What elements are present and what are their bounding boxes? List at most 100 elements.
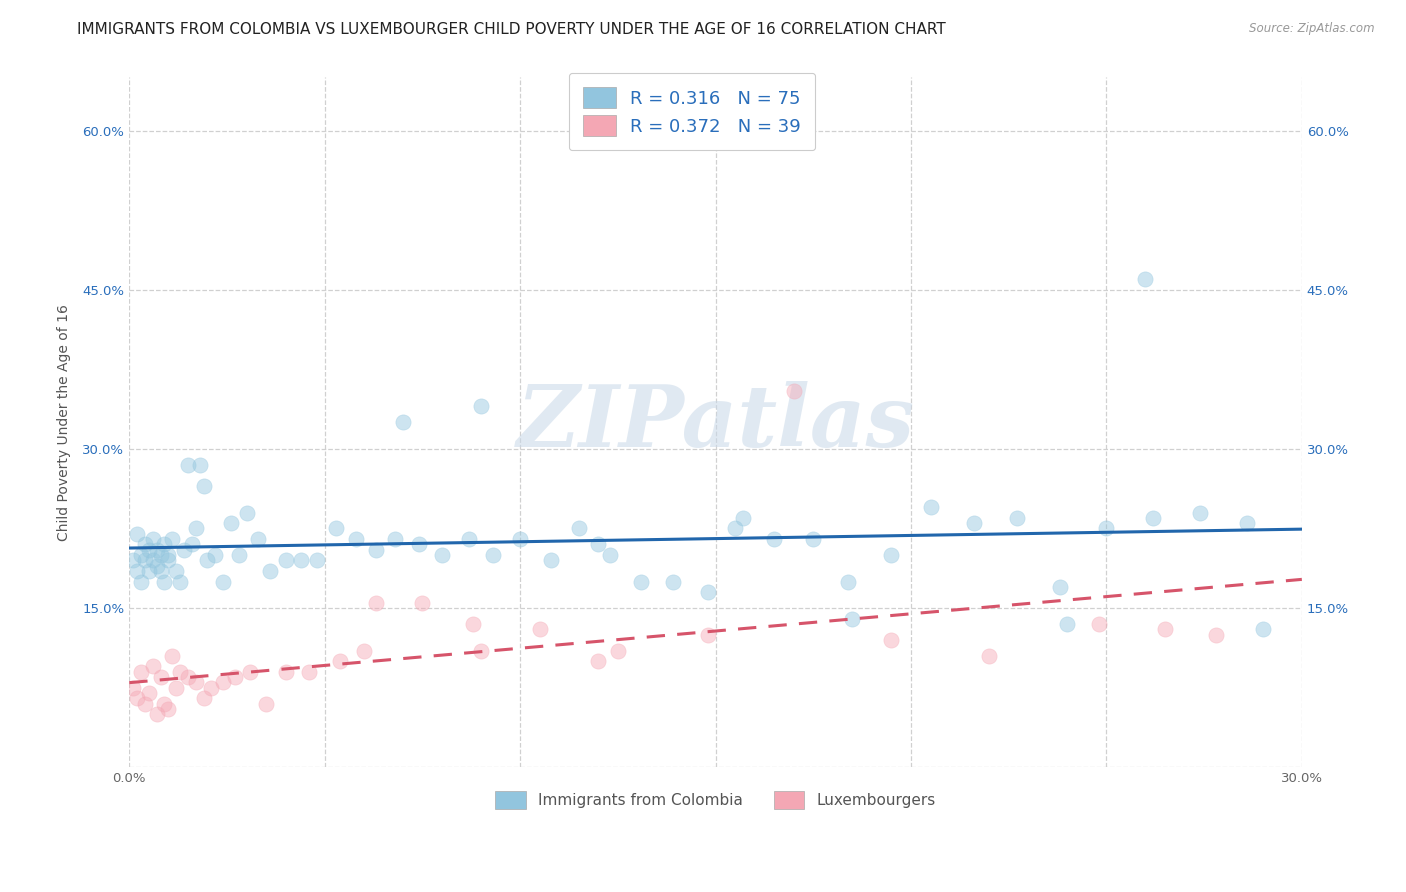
Point — [149, 564, 172, 578]
Point — [157, 702, 180, 716]
Point — [177, 458, 200, 472]
Point — [157, 548, 180, 562]
Point — [239, 665, 262, 679]
Point — [204, 548, 226, 562]
Point — [173, 542, 195, 557]
Point — [169, 574, 191, 589]
Point — [247, 532, 270, 546]
Point — [408, 537, 430, 551]
Point — [880, 548, 903, 562]
Point — [145, 707, 167, 722]
Point — [122, 553, 145, 567]
Point — [696, 627, 718, 641]
Point — [630, 574, 652, 589]
Text: Source: ZipAtlas.com: Source: ZipAtlas.com — [1250, 22, 1375, 36]
Point — [1135, 272, 1157, 286]
Point — [138, 542, 160, 557]
Point — [274, 665, 297, 679]
Point — [1056, 617, 1078, 632]
Point — [153, 537, 176, 551]
Point — [344, 532, 367, 546]
Point — [724, 521, 747, 535]
Point — [259, 564, 281, 578]
Point — [1251, 622, 1274, 636]
Point — [364, 542, 387, 557]
Point — [142, 659, 165, 673]
Point — [783, 384, 806, 398]
Point — [127, 691, 149, 706]
Point — [142, 532, 165, 546]
Point — [162, 532, 184, 546]
Point — [962, 516, 984, 531]
Point — [142, 553, 165, 567]
Point — [540, 553, 562, 567]
Point — [1005, 511, 1028, 525]
Point — [138, 564, 160, 578]
Point — [1049, 580, 1071, 594]
Point — [193, 691, 215, 706]
Y-axis label: Child Poverty Under the Age of 16: Child Poverty Under the Age of 16 — [58, 304, 72, 541]
Point — [329, 654, 352, 668]
Point — [353, 643, 375, 657]
Point — [290, 553, 312, 567]
Point — [568, 521, 591, 535]
Point — [145, 542, 167, 557]
Point — [127, 526, 149, 541]
Point — [325, 521, 347, 535]
Point — [122, 681, 145, 695]
Point — [1189, 506, 1212, 520]
Point — [364, 596, 387, 610]
Point — [458, 532, 481, 546]
Point — [529, 622, 551, 636]
Point — [188, 458, 211, 472]
Point — [149, 548, 172, 562]
Point — [127, 564, 149, 578]
Point — [599, 548, 621, 562]
Point — [129, 665, 152, 679]
Point — [212, 675, 235, 690]
Point — [1095, 521, 1118, 535]
Point — [588, 654, 610, 668]
Point — [254, 697, 277, 711]
Point — [235, 506, 257, 520]
Point — [165, 564, 187, 578]
Point — [149, 670, 172, 684]
Point — [212, 574, 235, 589]
Point — [134, 697, 156, 711]
Point — [801, 532, 824, 546]
Point — [392, 415, 415, 429]
Point — [134, 537, 156, 551]
Point — [138, 686, 160, 700]
Point — [837, 574, 859, 589]
Point — [134, 553, 156, 567]
Point — [430, 548, 453, 562]
Point — [165, 681, 187, 695]
Point — [129, 548, 152, 562]
Point — [920, 500, 942, 515]
Point — [463, 617, 485, 632]
Point — [180, 537, 202, 551]
Point — [979, 648, 1001, 663]
Point — [169, 665, 191, 679]
Point — [696, 585, 718, 599]
Point — [162, 648, 184, 663]
Point — [184, 521, 207, 535]
Point — [193, 479, 215, 493]
Point — [1087, 617, 1109, 632]
Point — [880, 632, 903, 647]
Point — [411, 596, 433, 610]
Point — [177, 670, 200, 684]
Point — [731, 511, 754, 525]
Point — [763, 532, 786, 546]
Point — [129, 574, 152, 589]
Point — [1205, 627, 1227, 641]
Point — [1142, 511, 1164, 525]
Text: ZIPatlas: ZIPatlas — [516, 381, 915, 464]
Point — [145, 558, 167, 573]
Point — [509, 532, 531, 546]
Point — [661, 574, 683, 589]
Point — [606, 643, 628, 657]
Point — [153, 574, 176, 589]
Text: IMMIGRANTS FROM COLOMBIA VS LUXEMBOURGER CHILD POVERTY UNDER THE AGE OF 16 CORRE: IMMIGRANTS FROM COLOMBIA VS LUXEMBOURGER… — [77, 22, 946, 37]
Point — [841, 612, 863, 626]
